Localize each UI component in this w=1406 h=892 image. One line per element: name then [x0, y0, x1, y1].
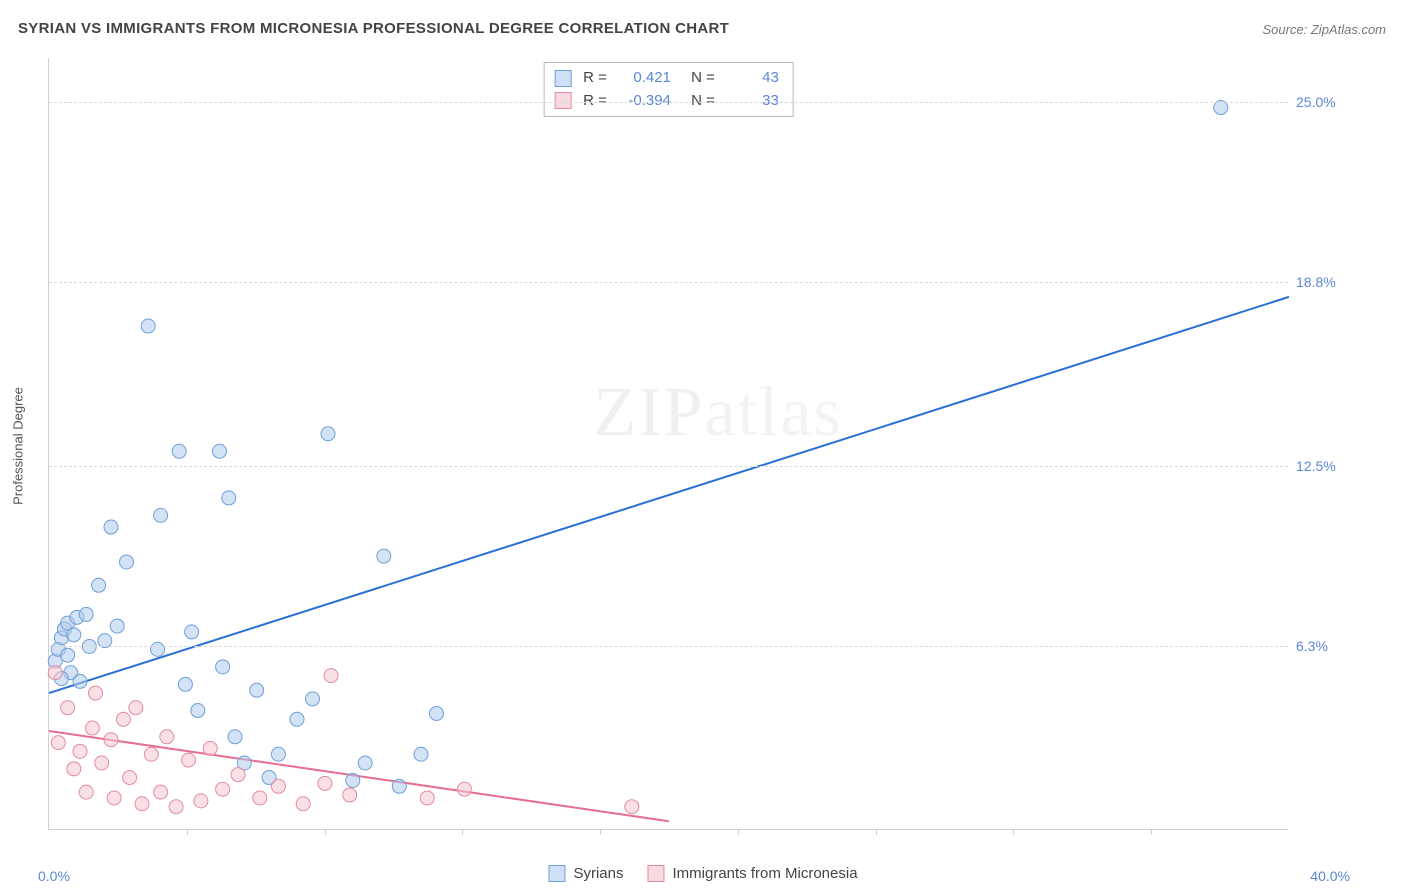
data-point-micronesia [61, 701, 75, 715]
gridline [49, 646, 1288, 647]
data-point-micronesia [104, 733, 118, 747]
x-tick-mark [1013, 829, 1014, 835]
y-axis-label: Professional Degree [11, 387, 26, 505]
data-point-micronesia [51, 736, 65, 750]
data-point-micronesia [169, 800, 183, 814]
x-tick-mark [325, 829, 326, 835]
data-point-syrians [120, 555, 134, 569]
data-point-syrians [61, 648, 75, 662]
y-tick-label: 12.5% [1296, 458, 1350, 474]
data-point-syrians [290, 712, 304, 726]
data-point-micronesia [144, 747, 158, 761]
data-point-syrians [321, 427, 335, 441]
data-point-syrians [430, 706, 444, 720]
y-tick-label: 18.8% [1296, 274, 1350, 290]
data-point-micronesia [89, 686, 103, 700]
data-point-micronesia [182, 753, 196, 767]
swatch-micronesia-icon [647, 865, 664, 882]
data-point-micronesia [154, 785, 168, 799]
source-attribution: Source: ZipAtlas.com [1262, 22, 1386, 37]
data-point-micronesia [203, 741, 217, 755]
data-point-syrians [178, 677, 192, 691]
data-point-micronesia [107, 791, 121, 805]
data-point-syrians [346, 773, 360, 787]
legend-label: Immigrants from Micronesia [672, 865, 857, 882]
data-point-micronesia [160, 730, 174, 744]
data-point-micronesia [135, 797, 149, 811]
data-point-syrians [358, 756, 372, 770]
data-point-micronesia [95, 756, 109, 770]
data-point-micronesia [123, 771, 137, 785]
data-point-syrians [79, 607, 93, 621]
x-tick-mark [876, 829, 877, 835]
data-point-syrians [92, 578, 106, 592]
data-point-micronesia [343, 788, 357, 802]
chart-title: SYRIAN VS IMMIGRANTS FROM MICRONESIA PRO… [18, 20, 729, 37]
data-point-micronesia [271, 779, 285, 793]
data-point-syrians [141, 319, 155, 333]
data-point-micronesia [420, 791, 434, 805]
data-point-syrians [222, 491, 236, 505]
data-point-syrians [250, 683, 264, 697]
data-point-micronesia [67, 762, 81, 776]
x-axis-min-label: 0.0% [38, 868, 70, 884]
data-point-syrians [185, 625, 199, 639]
data-point-syrians [104, 520, 118, 534]
data-point-micronesia [85, 721, 99, 735]
legend-label: Syrians [573, 865, 623, 882]
legend-item-syrians: Syrians [548, 865, 623, 882]
gridline [49, 466, 1288, 467]
data-point-syrians [191, 704, 205, 718]
x-tick-mark [600, 829, 601, 835]
chart-svg [49, 58, 1288, 829]
data-point-micronesia [253, 791, 267, 805]
plot-area: ZIPatlas R = 0.421 N = 43 R = -0.394 N =… [48, 58, 1288, 830]
x-tick-mark [462, 829, 463, 835]
data-point-micronesia [129, 701, 143, 715]
data-point-micronesia [194, 794, 208, 808]
data-point-syrians [213, 444, 227, 458]
data-point-syrians [414, 747, 428, 761]
data-point-micronesia [296, 797, 310, 811]
x-tick-mark [187, 829, 188, 835]
y-tick-label: 6.3% [1296, 638, 1350, 654]
legend: Syrians Immigrants from Micronesia [548, 865, 857, 882]
data-point-syrians [377, 549, 391, 563]
data-point-syrians [67, 628, 81, 642]
gridline [49, 282, 1288, 283]
data-point-micronesia [625, 800, 639, 814]
data-point-syrians [228, 730, 242, 744]
data-point-micronesia [318, 776, 332, 790]
y-tick-label: 25.0% [1296, 94, 1350, 110]
x-axis-max-label: 40.0% [1310, 868, 1350, 884]
data-point-micronesia [116, 712, 130, 726]
data-point-micronesia [231, 768, 245, 782]
data-point-syrians [306, 692, 320, 706]
data-point-syrians [151, 642, 165, 656]
legend-item-micronesia: Immigrants from Micronesia [647, 865, 857, 882]
data-point-syrians [110, 619, 124, 633]
data-point-micronesia [48, 666, 62, 680]
data-point-syrians [216, 660, 230, 674]
data-point-micronesia [79, 785, 93, 799]
data-point-syrians [73, 674, 87, 688]
data-point-syrians [172, 444, 186, 458]
data-point-micronesia [216, 782, 230, 796]
gridline [49, 102, 1288, 103]
data-point-micronesia [457, 782, 471, 796]
x-tick-mark [738, 829, 739, 835]
x-tick-mark [1151, 829, 1152, 835]
data-point-micronesia [324, 669, 338, 683]
data-point-syrians [271, 747, 285, 761]
data-point-syrians [392, 779, 406, 793]
swatch-syrians-icon [548, 865, 565, 882]
data-point-syrians [154, 508, 168, 522]
data-point-micronesia [73, 744, 87, 758]
